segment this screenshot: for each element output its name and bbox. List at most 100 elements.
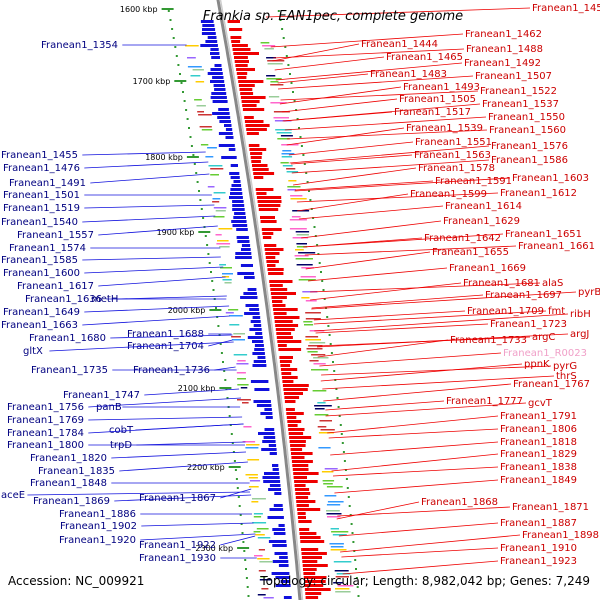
guide-dot [282,37,285,39]
reverse-gene [274,492,282,495]
forward-label-leader [341,547,499,558]
reverse-gene [265,416,273,419]
cog-mark [298,279,316,281]
cog-mark [242,402,249,404]
forward-gene [269,284,283,287]
reverse-gene [234,212,246,215]
forward-label-leader [311,291,577,310]
reverse-gene [210,96,227,99]
cog-mark [208,165,223,167]
guide-dot [355,568,357,570]
forward-label-leader [275,62,463,81]
forward-gene [285,408,295,411]
forward-gene [295,496,309,499]
reverse-gene [232,200,244,203]
cog-mark [294,255,309,257]
forward-label-leader [313,310,466,321]
guide-dot [337,406,340,408]
forward-gene [231,40,241,43]
kbp-label: 2300 kbp [195,544,233,553]
forward-label-leader [313,310,547,325]
forward-gene [286,412,304,415]
forward-gene-label: Franean1_1651 [505,229,582,240]
reverse-gene [274,552,288,555]
reverse-gene-label: Franean1_1540 [1,217,78,228]
forward-gene-label: Franean1_1777 [446,396,523,407]
cog-mark [261,588,269,590]
reverse-label-leader [117,295,227,300]
forward-gene [262,232,274,235]
cog-mark [266,78,282,80]
guide-dot [223,370,226,372]
forward-gene-label: Franean1_1493 [403,82,480,93]
cog-mark [298,252,316,254]
reverse-gene [241,248,251,251]
reverse-label-leader [98,225,218,236]
forward-gene-label: argJ [570,329,589,340]
forward-gene [256,196,282,199]
guide-dot [293,100,296,102]
forward-gene-label: ppnK [524,359,550,370]
forward-label-leader [311,294,484,309]
reverse-gene [269,452,277,455]
forward-gene [260,216,275,219]
guide-dot [316,244,319,246]
reverse-gene [224,124,232,127]
cog-mark [231,336,241,338]
guide-dot [226,397,229,399]
forward-gene [235,64,248,67]
guide-dot [351,532,354,534]
cog-mark [290,198,307,200]
forward-gene [291,456,305,459]
cog-mark [243,426,252,428]
cog-mark [319,420,332,422]
guide-dot [313,226,316,228]
forward-gene [252,168,269,171]
cog-mark [197,111,204,113]
cog-mark [263,597,274,599]
guide-dot [299,136,302,138]
reverse-gene [218,108,229,111]
guide-dot [211,280,214,282]
forward-gene [246,132,259,135]
forward-gene-label: Franean1_1887 [500,518,577,529]
reverse-label-leader [82,315,230,326]
cog-mark [287,186,301,188]
forward-gene [291,460,313,463]
guide-dot [346,487,349,489]
reverse-gene [272,560,289,563]
guide-dot [217,325,220,327]
cog-mark [252,522,267,524]
forward-gene [280,364,291,367]
reverse-gene-label: Franean1_1574 [9,243,86,254]
guide-dot [186,118,189,120]
guide-dot [220,352,223,354]
kbp-label: 2000 kbp [168,306,206,315]
reverse-gene [237,272,255,275]
cog-mark [237,384,249,386]
forward-label-leader [320,363,523,382]
cog-mark [317,426,327,428]
forward-label-leader [291,159,490,174]
forward-gene [231,44,248,47]
cog-mark [321,471,334,473]
cog-mark [199,126,212,128]
cog-mark [275,129,292,131]
forward-gene-label: Franean1_1791 [500,411,577,422]
reverse-gene [219,120,231,123]
forward-gene [301,556,322,559]
cog-mark [295,231,310,233]
cog-mark [216,243,231,245]
reverse-gene [273,504,283,507]
forward-gene-label: Franean1_1898 [522,530,599,541]
cog-mark [254,555,263,557]
guide-dot [322,289,325,291]
guide-dot [243,550,246,552]
reverse-gene [253,360,266,363]
cog-mark [247,459,260,461]
guide-dot [285,55,288,57]
reverse-label-leader [88,423,244,434]
forward-gene [283,388,308,391]
forward-label-leader [277,73,369,84]
cog-mark [332,534,347,536]
